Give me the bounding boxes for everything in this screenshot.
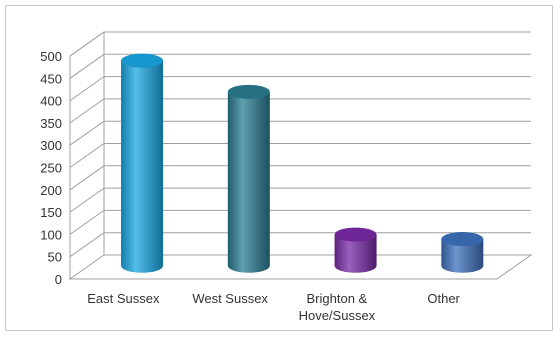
x-tick-label: Brighton & [307, 291, 368, 306]
bar-0 [121, 53, 164, 273]
gridline [69, 209, 531, 235]
y-tick-label: 50 [48, 250, 62, 265]
y-tick-label: 100 [40, 227, 62, 242]
y-tick-label: 200 [40, 183, 62, 198]
y-tick-label: 400 [40, 94, 62, 109]
bar-body [227, 91, 270, 273]
x-tick-label: Hove/Sussex [299, 308, 376, 323]
gridline [69, 120, 531, 146]
bar-3 [441, 232, 484, 273]
bar-2 [334, 227, 377, 273]
x-tick-label: Other [427, 291, 460, 306]
bar-top [121, 53, 164, 68]
bar-top [334, 227, 377, 242]
gridline [69, 165, 531, 191]
bar-body [441, 239, 484, 273]
gridline [69, 143, 531, 168]
bar-top [227, 84, 270, 99]
bar-body [121, 60, 164, 273]
gridline [69, 98, 531, 124]
chart-floor [68, 254, 533, 280]
bar-1 [227, 84, 270, 273]
gridline [69, 31, 531, 57]
x-tick-label: West Sussex [192, 291, 268, 306]
bar-body [334, 234, 377, 273]
gridline [69, 187, 531, 213]
y-tick-label: 150 [40, 205, 62, 220]
y-tick-label: 450 [40, 71, 62, 86]
gridline [69, 232, 531, 258]
x-tick-label: East Sussex [87, 291, 160, 306]
y-tick-label: 350 [40, 116, 62, 131]
bar-top [441, 232, 484, 247]
y-tick-label: 500 [40, 49, 62, 64]
y-tick-label: 300 [40, 138, 62, 153]
gridline [69, 76, 531, 102]
gridline [69, 53, 531, 79]
y-tick-label: 250 [40, 161, 62, 176]
y-tick-label: 0 [55, 272, 62, 287]
